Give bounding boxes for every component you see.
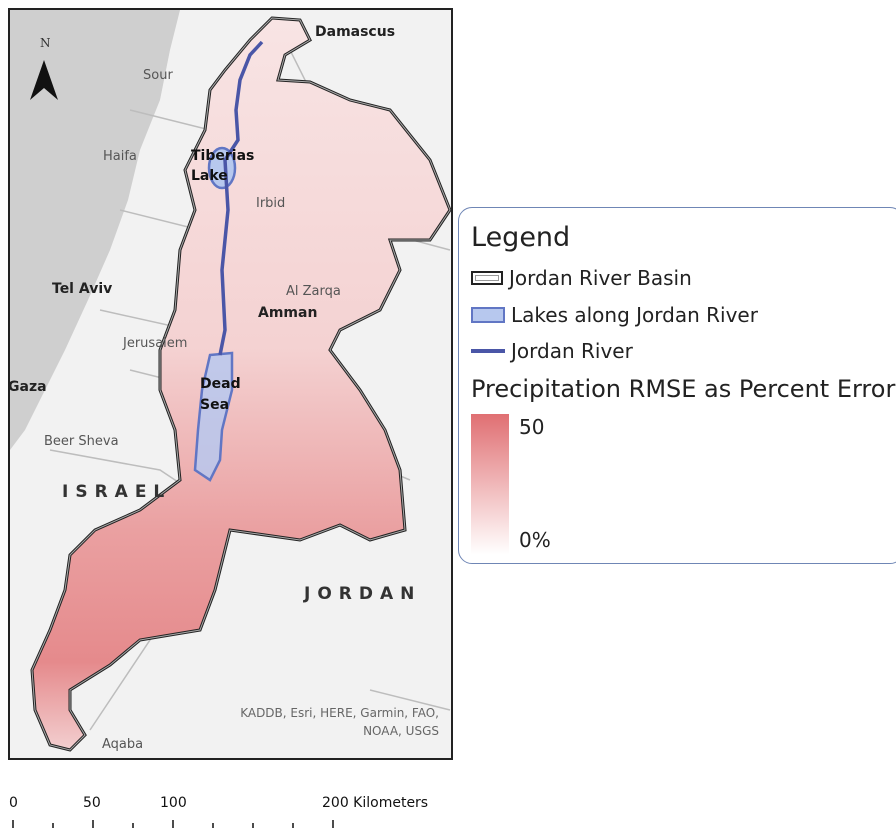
place-damascus: Damascus xyxy=(315,24,396,40)
place-aqaba: Aqaba xyxy=(102,737,144,752)
country-jordan: JORDAN xyxy=(304,584,422,604)
legend-item-label: Lakes along Jordan River xyxy=(511,303,758,327)
place-irbid: Irbid xyxy=(256,196,286,211)
place-gaza: Gaza xyxy=(8,379,47,395)
map-canvas xyxy=(10,10,451,752)
label-dead-sea-1: Dead xyxy=(200,376,241,392)
mediterranean-sea xyxy=(10,10,180,450)
legend-item-label: Jordan River Basin xyxy=(509,266,692,290)
dead-sea xyxy=(193,351,234,482)
jordan-river xyxy=(218,40,264,356)
place-haifa: Haifa xyxy=(103,149,137,164)
scale-bar: 0 50 100 200 Kilometers xyxy=(0,790,460,828)
north-arrow-label: N xyxy=(40,36,51,50)
scale-label-50: 50 xyxy=(83,795,101,811)
gradient-min-label: 0% xyxy=(519,528,551,552)
lake-fill-icon xyxy=(471,307,505,323)
legend-item-basin: Jordan River Basin xyxy=(471,265,692,291)
legend-panel: Legend Jordan River Basin Lakes along Jo… xyxy=(458,207,896,564)
place-amman: Amman xyxy=(258,305,318,321)
legend-item-label: Jordan River xyxy=(511,339,633,363)
scale-ticks xyxy=(12,820,334,828)
map-credits: KADDB, Esri, HERE, Garmin, FAO, NOAA, US… xyxy=(240,704,439,740)
legend-item-lakes: Lakes along Jordan River xyxy=(471,302,758,328)
place-beer-sheva: Beer Sheva xyxy=(44,434,119,449)
scale-label-0: 0 xyxy=(9,795,18,811)
place-tel-aviv: Tel Aviv xyxy=(52,281,113,297)
scale-label-100: 100 xyxy=(160,795,187,811)
gradient-title: Precipitation RMSE as Percent Error xyxy=(471,375,896,403)
place-sour: Sour xyxy=(143,68,173,83)
color-ramp xyxy=(471,414,509,555)
river-line-icon xyxy=(471,349,505,353)
label-tiberias-2: Lake xyxy=(191,168,228,184)
scale-label-200: 200 Kilometers xyxy=(322,795,429,811)
label-dead-sea-2: Sea xyxy=(200,397,230,413)
label-tiberias-1: Tiberias xyxy=(191,148,255,164)
tiberias-lake xyxy=(207,146,237,190)
country-israel: ISRAEL xyxy=(62,482,172,502)
basin-outline-icon xyxy=(471,271,503,285)
gradient-max-label: 50 xyxy=(519,415,545,439)
place-al-zarqa: Al Zarqa xyxy=(286,284,341,299)
credit-line-1: KADDB, Esri, HERE, Garmin, FAO, xyxy=(240,706,439,720)
map-frame: N Damascus Sour Haifa Irbid Tel Aviv Al … xyxy=(8,8,453,760)
credit-line-2: NOAA, USGS xyxy=(363,724,439,738)
north-arrow-icon xyxy=(30,60,58,100)
legend-title: Legend xyxy=(471,222,571,253)
place-jerusalem: Jerusalem xyxy=(123,336,188,351)
legend-item-river: Jordan River xyxy=(471,338,633,364)
